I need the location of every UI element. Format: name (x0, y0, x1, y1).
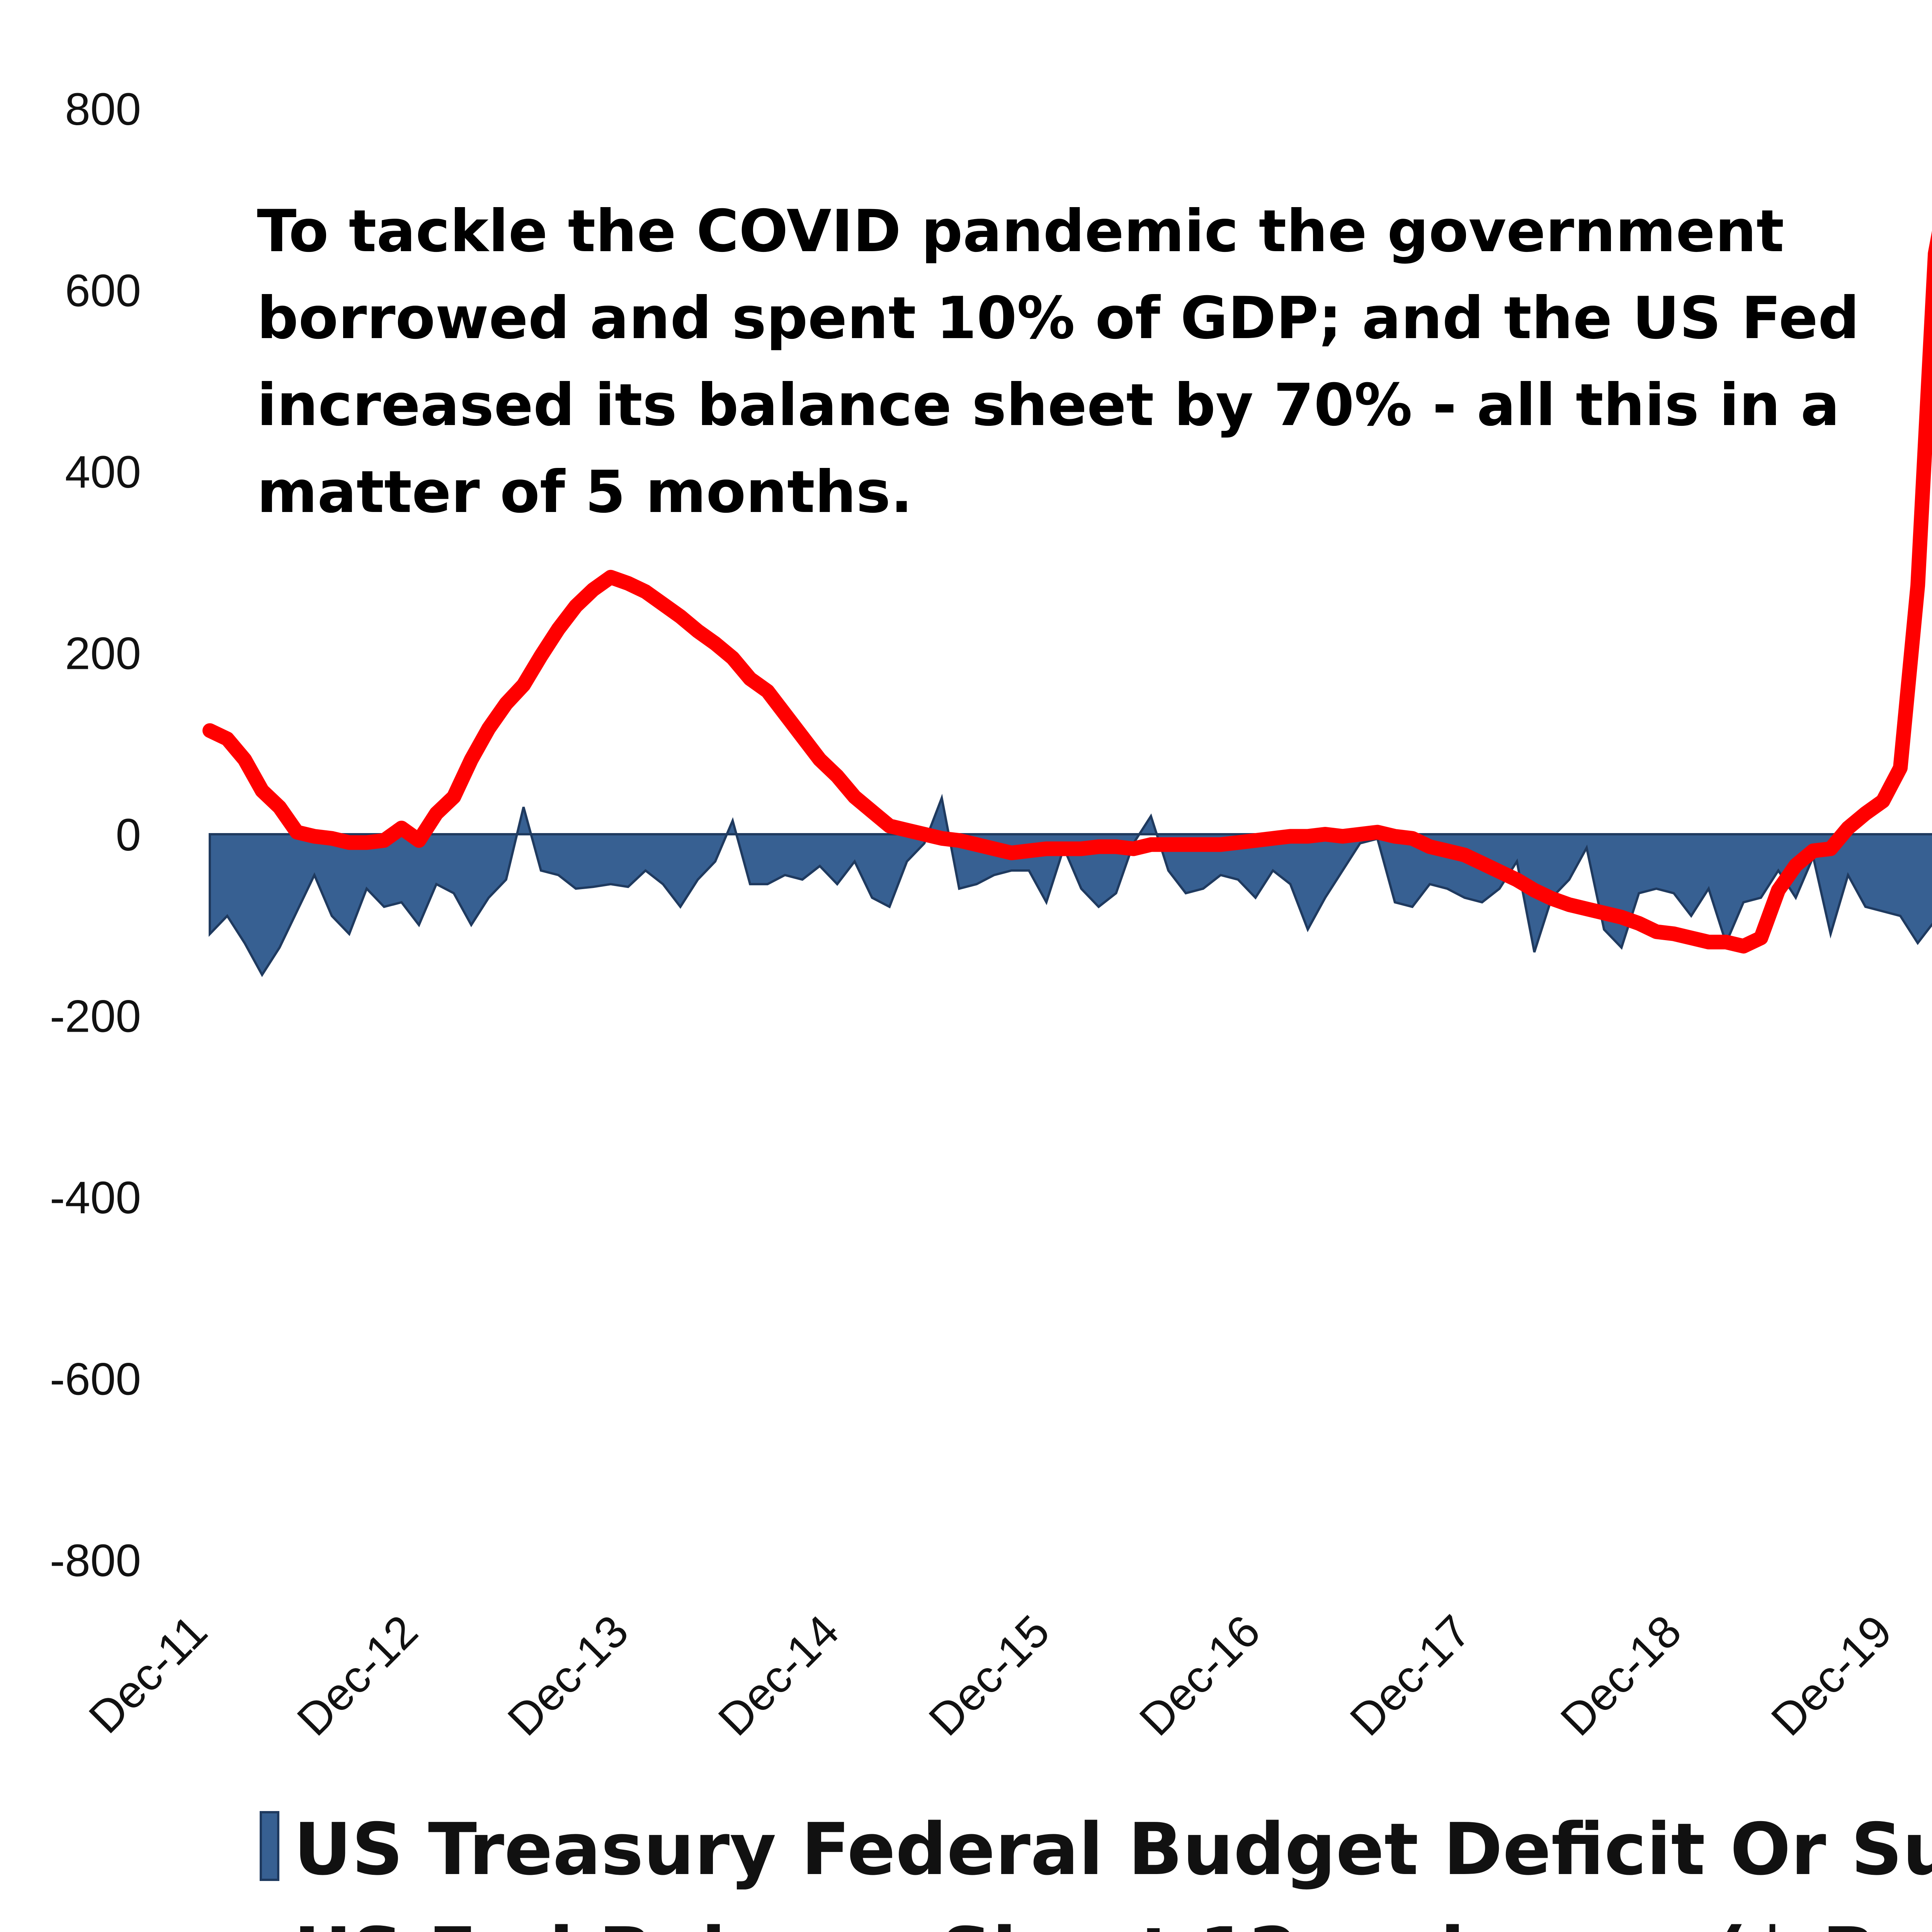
fed-balance-line-series (202, 231, 1932, 954)
annotation-line: increased its balance sheet by 70% - all… (257, 372, 1840, 439)
left-y-tick-label: 600 (65, 265, 141, 316)
left-y-tick-label: 0 (116, 810, 141, 861)
annotation-line: matter of 5 months. (257, 459, 913, 526)
x-tick-label: Dec-17 (1340, 1605, 1480, 1745)
deficit-area (209, 794, 1932, 977)
left-y-tick-label: -800 (50, 1535, 141, 1586)
left-y-tick-label: -600 (50, 1354, 141, 1405)
legend-label: US Fed Balance Sheet 12m change ($ Bn, R… (294, 1912, 1932, 1932)
left-y-tick-label: -200 (50, 991, 141, 1042)
legend-label: US Treasury Federal Budget Deficit Or Su… (294, 1808, 1932, 1891)
x-tick-label: Dec-14 (709, 1605, 849, 1745)
x-tick-label: Dec-12 (287, 1605, 427, 1745)
annotation-line: To tackle the COVID pandemic the governm… (257, 198, 1784, 265)
x-tick-label: Dec-19 (1762, 1605, 1901, 1745)
annotation-line: borrowed and spent 10% of GDP; and the U… (257, 285, 1859, 352)
x-axis: Dec-11 Dec-12 Dec-13 Dec-14 Dec-15 Dec-16 Dec-… (79, 1605, 1901, 1745)
x-tick-label: Dec-18 (1551, 1605, 1691, 1745)
x-tick-label: Dec-11 (79, 1605, 217, 1743)
legend-swatch-area-icon (260, 1811, 279, 1881)
legend: US Treasury Federal Budget Deficit Or Su… (256, 1808, 1932, 1932)
left-y-tick-label: -400 (50, 1172, 141, 1223)
left-y-tick-label: 400 (65, 447, 141, 498)
x-tick-label: Dec-13 (498, 1605, 638, 1745)
legend-item-deficit[interactable]: US Treasury Federal Budget Deficit Or Su… (260, 1808, 1932, 1891)
left-y-axis: 800 600 400 200 0 -200 -400 -600 -800 (50, 84, 141, 1586)
annotation-top-left: To tackle the COVID pandemic the governm… (257, 198, 1859, 526)
x-tick-label: Dec-16 (1130, 1605, 1270, 1745)
legend-item-fed-balance[interactable]: US Fed Balance Sheet 12m change ($ Bn, R… (256, 1912, 1932, 1932)
deficit-area-series (209, 794, 1932, 977)
x-tick-label: Dec-15 (919, 1605, 1059, 1745)
left-y-tick-label: 800 (65, 84, 141, 135)
left-y-tick-label: 200 (65, 628, 141, 679)
fed-balance-line (202, 231, 1932, 954)
